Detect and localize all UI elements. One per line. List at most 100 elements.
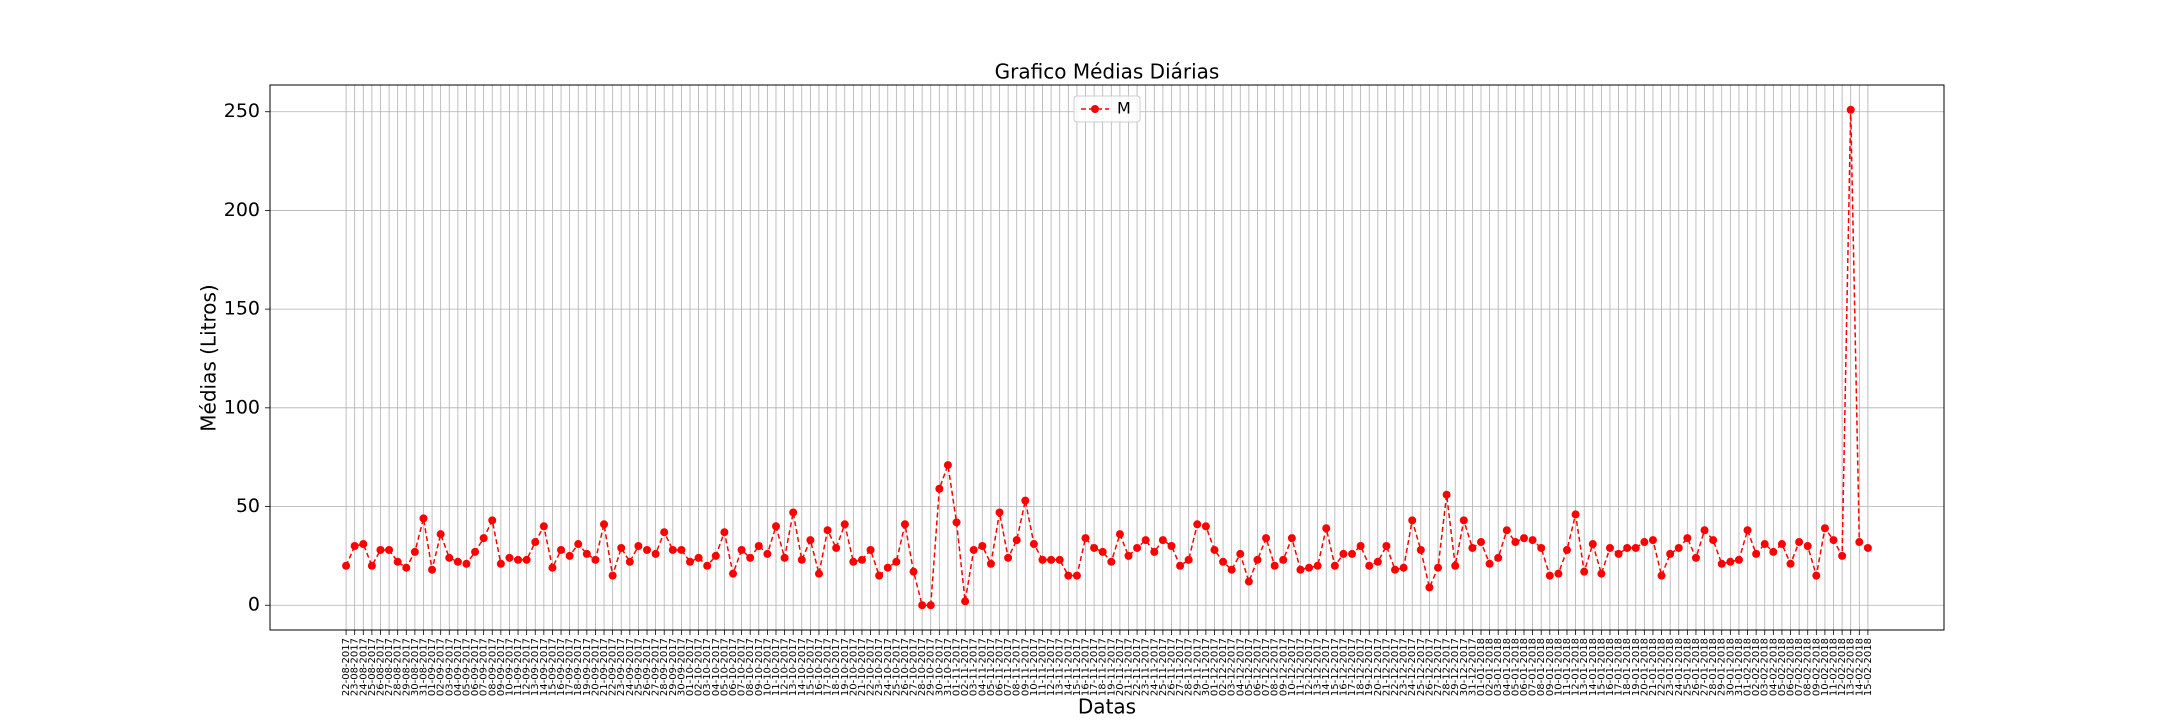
x-tick-label: 03-02-2018 (1760, 638, 1771, 696)
x-tick-label: 22-11-2017 (1132, 638, 1143, 696)
x-tick-label: 23-09-2017 (616, 638, 627, 696)
x-tick-label: 17-01-2018 (1614, 638, 1625, 696)
x-tick-label: 04-12-2017 (1235, 638, 1246, 696)
data-point (1279, 555, 1288, 564)
x-tick-label: 21-11-2017 (1123, 638, 1134, 696)
y-tick-label: 0 (248, 594, 260, 616)
x-tick-label: 31-01-2018 (1734, 638, 1745, 696)
data-point (1244, 577, 1253, 586)
x-tick-label: 23-01-2018 (1665, 638, 1676, 696)
x-tick-label: 01-02-2018 (1743, 638, 1754, 696)
x-tick-label: 06-12-2017 (1252, 638, 1263, 696)
x-tick-label: 21-09-2017 (599, 638, 610, 696)
x-tick-label: 13-11-2017 (1055, 638, 1066, 696)
data-point (780, 553, 789, 562)
data-point (728, 569, 737, 578)
data-point (857, 555, 866, 564)
x-tick-label: 11-01-2018 (1562, 638, 1573, 696)
data-point (840, 520, 849, 529)
data-point (1442, 490, 1451, 499)
legend: M (1073, 95, 1141, 123)
x-tick-label: 12-10-2017 (780, 638, 791, 696)
data-point (720, 528, 729, 537)
data-point (1580, 567, 1589, 576)
data-point (471, 547, 480, 556)
x-tick-label: 27-09-2017 (651, 638, 662, 696)
x-tick-label: 05-01-2018 (1510, 638, 1521, 696)
data-point (900, 520, 909, 529)
data-point (634, 542, 643, 551)
x-tick-label: 26-01-2018 (1691, 638, 1702, 696)
data-point (1477, 538, 1486, 547)
data-point (367, 561, 376, 570)
x-tick-label: 04-10-2017 (711, 638, 722, 696)
data-point (892, 557, 901, 566)
x-tick-label: 19-11-2017 (1106, 638, 1117, 696)
data-point (1167, 542, 1176, 551)
x-tick-label: 12-09-2017 (522, 638, 533, 696)
data-point (557, 545, 566, 554)
x-tick-label: 25-12-2017 (1416, 638, 1427, 696)
data-point (1631, 543, 1640, 552)
x-tick-label: 14-12-2017 (1321, 638, 1332, 696)
data-point (660, 528, 669, 537)
x-tick-label: 20-01-2018 (1639, 638, 1650, 696)
data-point (1803, 542, 1812, 551)
data-point (1777, 540, 1786, 549)
data-point (548, 563, 557, 572)
data-point (1863, 543, 1872, 552)
data-point (1674, 543, 1683, 552)
x-tick-label: 05-09-2017 (461, 638, 472, 696)
data-point (1554, 569, 1563, 578)
x-tick-label: 16-10-2017 (814, 638, 825, 696)
data-point (1468, 543, 1477, 552)
x-tick-label: 28-09-2017 (659, 638, 670, 696)
data-point (600, 520, 609, 529)
x-tick-label: 08-11-2017 (1012, 638, 1023, 696)
data-point (1064, 571, 1073, 580)
data-point (1176, 561, 1185, 570)
data-point (608, 571, 617, 580)
x-tick-label: 30-09-2017 (676, 638, 687, 696)
data-point (496, 559, 505, 568)
data-point (1769, 547, 1778, 556)
data-point (625, 557, 634, 566)
data-point (823, 526, 832, 535)
data-point (651, 549, 660, 558)
x-tick-label: 26-11-2017 (1166, 638, 1177, 696)
x-tick-label: 02-09-2017 (436, 638, 447, 696)
x-tick-label: 18-01-2018 (1622, 638, 1633, 696)
x-tick-label: 03-09-2017 (444, 638, 455, 696)
x-tick-label: 29-10-2017 (926, 638, 937, 696)
data-point (952, 518, 961, 527)
x-tick-label: 22-01-2018 (1657, 638, 1668, 696)
data-point (935, 484, 944, 493)
x-tick-label: 23-11-2017 (1141, 638, 1152, 696)
x-tick-label: 01-10-2017 (685, 638, 696, 696)
data-point (1820, 524, 1829, 533)
x-tick-label: 29-01-2018 (1717, 638, 1728, 696)
data-point (1683, 534, 1692, 543)
x-tick-label: 22-08-2017 (341, 638, 352, 696)
x-tick-label: 08-09-2017 (487, 638, 498, 696)
x-tick-label: 26-08-2017 (375, 638, 386, 696)
x-tick-label: 09-09-2017 (496, 638, 507, 696)
data-point (1141, 536, 1150, 545)
data-point (1012, 536, 1021, 545)
data-point (1846, 105, 1855, 114)
data-point (1786, 559, 1795, 568)
x-tick-label: 10-12-2017 (1287, 638, 1298, 696)
data-point (436, 530, 445, 539)
x-tick-label: 27-08-2017 (384, 638, 395, 696)
x-tick-label: 01-09-2017 (427, 638, 438, 696)
data-point (797, 555, 806, 564)
data-point (1588, 540, 1597, 549)
x-tick-label: 07-01-2018 (1528, 638, 1539, 696)
data-line (345, 109, 1869, 606)
x-tick-label: 04-11-2017 (977, 638, 988, 696)
x-tick-label: 14-10-2017 (797, 638, 808, 696)
data-point (1107, 557, 1116, 566)
x-tick-label: 25-08-2017 (367, 638, 378, 696)
x-tick-label: 15-12-2017 (1330, 638, 1341, 696)
data-point (1451, 561, 1460, 570)
